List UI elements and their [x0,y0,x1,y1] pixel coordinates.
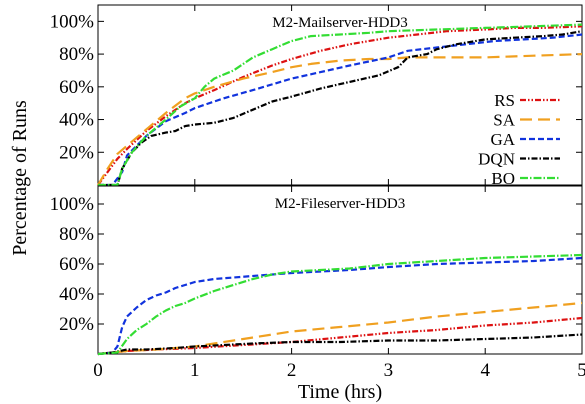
x-axis-title: Time (hrs) [298,381,382,403]
y-tick-label: 60% [59,254,94,275]
legend-label-ga: GA [490,130,515,149]
y-tick-label: 80% [59,224,94,245]
panel-frame [97,4,583,186]
y-tick-label: 60% [59,77,94,98]
legend-label-bo: BO [491,169,515,188]
y-tick-label: 100% [50,11,95,32]
y-tick-label: 80% [59,44,94,65]
panel-frame [97,185,583,355]
panel-title: M2-Fileserver-HDD3 [275,196,406,212]
series-line-dqn [98,30,583,187]
legend-label-sa: SA [493,111,515,130]
y-axis-title: Percentage of Runs [9,100,31,256]
legend-label-dqn: DQN [478,150,515,169]
x-tick-label: 0 [93,360,103,381]
x-tick-label: 3 [384,360,394,381]
x-axis: 0 1 2 3 4 5 [93,360,585,381]
x-tick-label: 4 [480,360,490,381]
series-line-ga [97,256,583,356]
series-line-sa [97,301,583,356]
y-tick-label: 40% [59,284,94,305]
panel-1: 20% 40% 60% 80% 100% M2-Mailserver-HDD3 [50,4,583,187]
panel-2: 20% 40% 60% 80% 100% M2-Fileserver-HDD3 [50,185,583,356]
y-tick-label: 100% [50,194,95,215]
x-tick-label: 2 [287,360,297,381]
x-tick-label: 5 [577,360,585,381]
series-line-rs [97,316,583,356]
legend-label-rs: RS [494,91,515,110]
series-line-bo [98,23,583,187]
y-tick-label: 40% [59,110,94,131]
series-line-bo [97,253,583,356]
y-tick-label: 20% [59,314,94,335]
x-tick-label: 1 [190,360,200,381]
y-tick-label: 20% [59,142,94,163]
series-line-sa [97,53,583,186]
series-line-rs [97,25,583,186]
series-line-dqn [97,333,583,356]
panel-title: M2-Mailserver-HDD3 [272,15,408,31]
